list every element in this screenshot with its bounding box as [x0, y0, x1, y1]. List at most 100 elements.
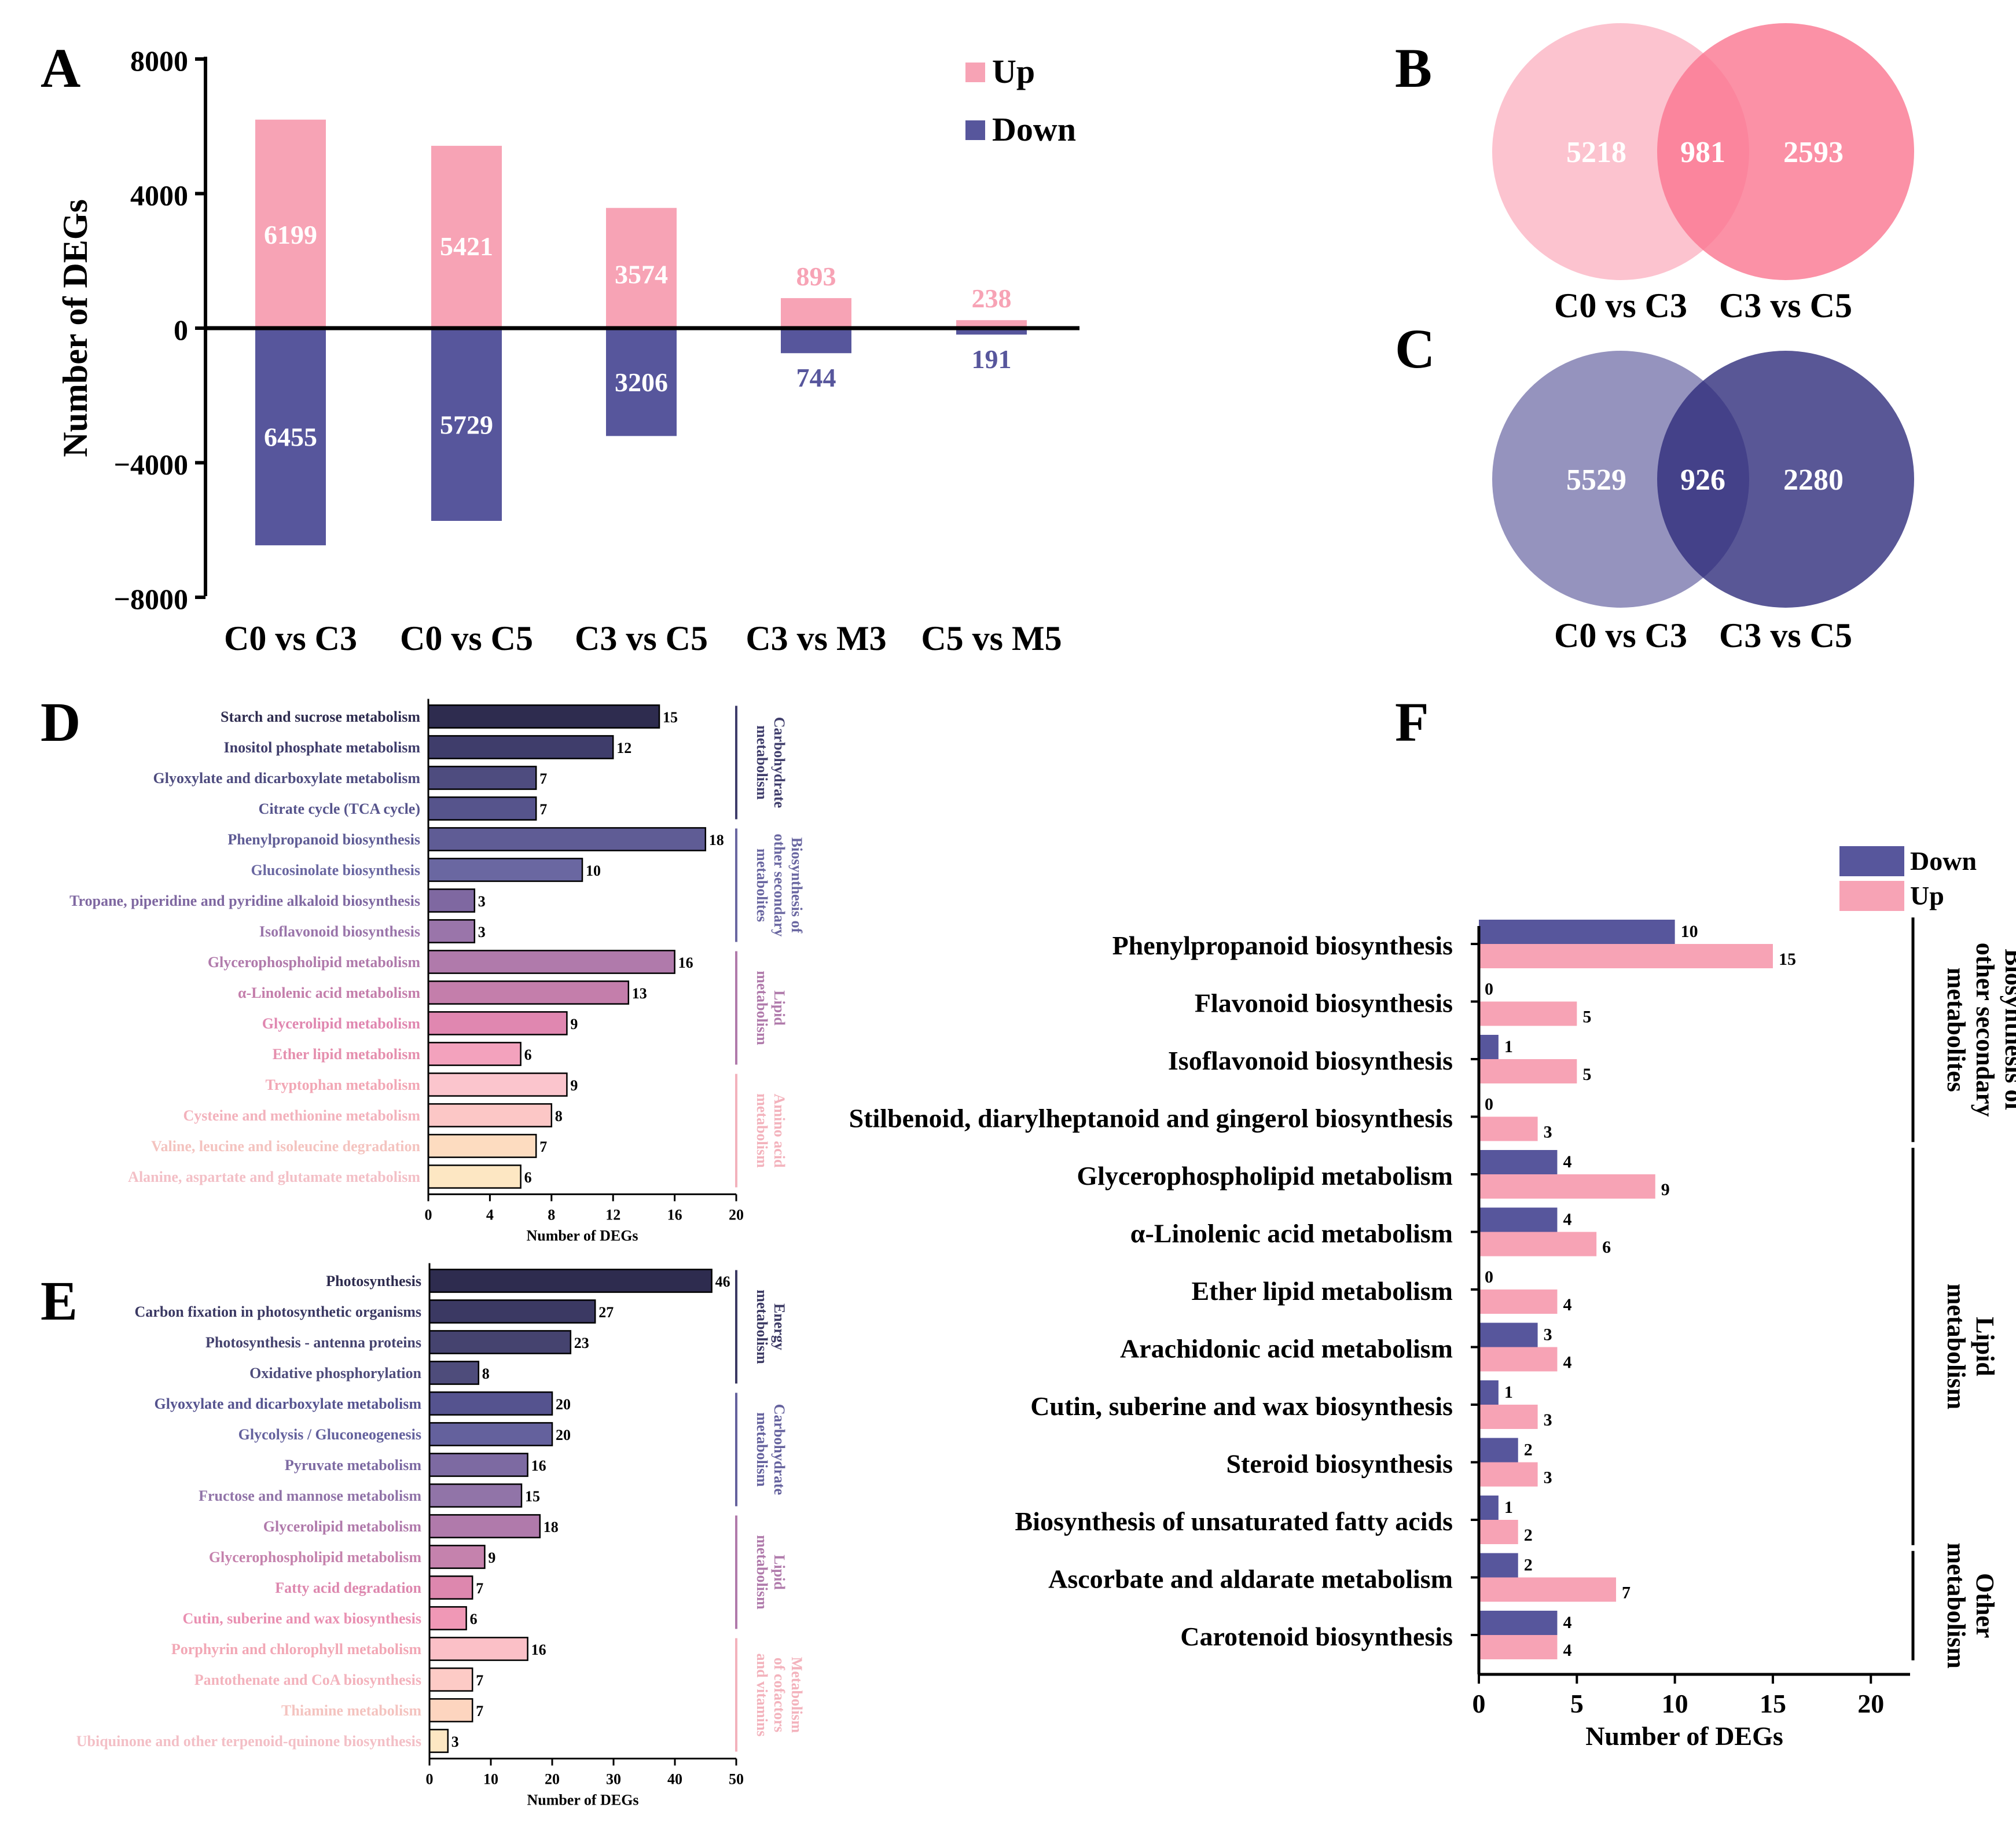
hbar-value-label: 18 — [544, 1519, 559, 1535]
hbar-group-label: Carbohydrate — [771, 717, 788, 808]
hbar-group-label: Biosynthesis of — [788, 837, 805, 934]
hbar-value-label: 12 — [616, 740, 631, 756]
f-bar-down — [1479, 920, 1675, 944]
f-x-tick-label: 0 — [1472, 1689, 1486, 1718]
hbar-bar — [427, 1164, 522, 1189]
hbar-bar — [427, 1011, 568, 1035]
hbar-x-tick-label: 0 — [426, 1771, 434, 1788]
hbar-value-label: 8 — [482, 1365, 490, 1382]
venn-count-right: 2593 — [1783, 136, 1844, 169]
f-category-label: Cutin, suberine and wax biosynthesis — [1030, 1391, 1453, 1421]
hbar-bar — [427, 796, 537, 821]
f-value-label-down: 2 — [1524, 1441, 1533, 1460]
f-group-label: metabolites — [1942, 968, 1970, 1092]
hbar-bar — [428, 1606, 467, 1630]
f-category-label: Ascorbate and aldarate metabolism — [1048, 1564, 1453, 1594]
hbar-bar — [428, 1361, 480, 1385]
venn-circle-right — [1657, 23, 1914, 280]
hbar-bar — [427, 1072, 568, 1097]
hbar-category-label: Pyruvate metabolism — [285, 1457, 421, 1474]
hbar-value-label: 3 — [451, 1733, 459, 1750]
hbar-category-label: Starch and sucrose metabolism — [221, 708, 420, 725]
hbar-bar — [428, 1667, 473, 1692]
hbar-bar — [428, 1514, 541, 1538]
hbar-bar — [427, 919, 476, 943]
hbar-bar — [427, 980, 630, 1005]
f-bar-up — [1479, 1289, 1558, 1314]
hbar-category-label: Alanine, aspartate and glutamate metabol… — [128, 1169, 420, 1185]
a-legend-label-down: Down — [992, 111, 1076, 148]
f-value-label-down: 4 — [1563, 1613, 1571, 1632]
hbar-bar — [427, 766, 537, 790]
hbar-bar — [427, 827, 707, 851]
a-legend-swatch-down — [965, 120, 985, 140]
f-bar-down — [1479, 1496, 1499, 1520]
a-value-label-up: 5421 — [440, 232, 493, 261]
hbar-category-label: Photosynthesis — [326, 1273, 421, 1289]
f-bar-down — [1479, 1438, 1518, 1463]
a-x-tick-label: C3 vs C5 — [575, 619, 708, 657]
a-y-tick-label: 8000 — [130, 45, 188, 77]
venn-set-label-right: C3 vs C5 — [1719, 616, 1852, 655]
f-category-label: Carotenoid biosynthesis — [1180, 1622, 1453, 1651]
a-value-label-up: 6199 — [264, 220, 317, 249]
f-value-label-down: 1 — [1504, 1498, 1513, 1517]
f-category-label: Glycerophospholipid metabolism — [1077, 1161, 1453, 1191]
f-bar-down — [1479, 1150, 1558, 1174]
a-x-tick-label: C0 vs C5 — [400, 619, 533, 657]
f-value-label-down: 1 — [1504, 1037, 1513, 1056]
f-category-label: Flavonoid biosynthesis — [1195, 989, 1453, 1018]
hbar-x-tick-label: 10 — [483, 1771, 498, 1788]
f-bar-down — [1479, 1553, 1518, 1578]
hbar-category-label: Photosynthesis - antenna proteins — [205, 1334, 421, 1351]
hbar-bar — [427, 950, 675, 974]
hbar-category-label: Fructose and mannose metabolism — [199, 1487, 421, 1504]
a-y-tick-label: 4000 — [130, 179, 188, 212]
f-category-label: Phenylpropanoid biosynthesis — [1112, 931, 1453, 960]
hbar-value-label: 6 — [524, 1046, 532, 1063]
f-bar-up — [1479, 1462, 1538, 1487]
a-value-label-up: 3574 — [615, 260, 668, 289]
hbar-bar — [427, 704, 660, 729]
f-value-label-down: 4 — [1563, 1210, 1571, 1229]
hbar-category-label: Pantothenate and CoA biosynthesis — [194, 1671, 421, 1688]
f-value-label-up: 6 — [1602, 1238, 1611, 1257]
f-value-label-down: 2 — [1524, 1556, 1533, 1575]
hbar-category-label: Inositol phosphate metabolism — [224, 739, 421, 756]
hbar-bar — [428, 1575, 473, 1600]
f-x-tick-label: 5 — [1570, 1689, 1584, 1718]
f-value-label-up: 2 — [1524, 1526, 1533, 1545]
hbar-value-label: 23 — [574, 1335, 589, 1351]
hbar-x-tick-label: 0 — [425, 1207, 432, 1224]
hbar-bar — [427, 888, 476, 913]
hbar-category-label: Fatty acid degradation — [275, 1579, 421, 1596]
hbar-category-label: Glycerolipid metabolism — [263, 1518, 422, 1535]
panel-label-a: A — [41, 37, 80, 99]
hbar-category-label: Valine, leucine and isoleucine degradati… — [151, 1138, 420, 1155]
hbar-x-tick-label: 50 — [729, 1771, 744, 1788]
hbar-value-label: 7 — [539, 770, 547, 787]
f-value-label-down: 10 — [1681, 922, 1698, 941]
hbar-value-label: 20 — [556, 1427, 571, 1443]
a-y-tick-label: 0 — [174, 314, 188, 346]
hbar-value-label: 27 — [598, 1304, 614, 1321]
f-bar-up — [1479, 1520, 1518, 1544]
f-legend-label-down: Down — [1910, 846, 1977, 876]
hbar-category-label: Isoflavonoid biosynthesis — [259, 923, 420, 940]
f-value-label-down: 1 — [1504, 1383, 1513, 1402]
f-category-label: Biosynthesis of unsaturated fatty acids — [1015, 1507, 1453, 1536]
hbar-category-label: Glyoxylate and dicarboxylate metabolism — [155, 1395, 422, 1412]
hbar-bar — [428, 1729, 449, 1753]
panel-label-b: B — [1395, 37, 1432, 99]
hbar-value-label: 3 — [478, 893, 486, 910]
hbar-group-label: metabolism — [754, 1535, 770, 1610]
hbar-group-label: Lipid — [771, 990, 788, 1026]
hbar-value-label: 20 — [556, 1396, 571, 1413]
a-bar-down — [606, 328, 677, 436]
a-bar-down — [956, 328, 1027, 335]
a-value-label-up: 893 — [796, 262, 836, 291]
a-value-label-down: 6455 — [264, 422, 317, 452]
hbar-category-label: Glyoxylate and dicarboxylate metabolism — [153, 770, 421, 787]
a-legend-swatch-up — [965, 63, 985, 82]
